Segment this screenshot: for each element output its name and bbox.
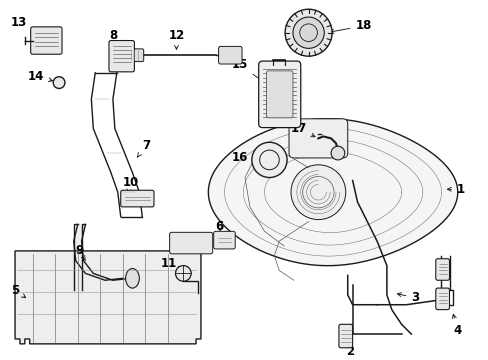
FancyBboxPatch shape — [218, 46, 242, 64]
Polygon shape — [208, 119, 457, 266]
FancyBboxPatch shape — [213, 231, 235, 249]
FancyBboxPatch shape — [435, 288, 448, 310]
Circle shape — [285, 9, 331, 56]
FancyBboxPatch shape — [169, 232, 212, 254]
Text: 1: 1 — [447, 183, 464, 196]
Text: 11: 11 — [160, 257, 182, 270]
Text: 5: 5 — [11, 284, 25, 298]
Circle shape — [290, 165, 345, 220]
Text: 17: 17 — [290, 122, 314, 137]
Text: 7: 7 — [137, 139, 150, 157]
Ellipse shape — [125, 269, 139, 288]
Text: 3: 3 — [397, 291, 419, 304]
Text: 4: 4 — [451, 314, 461, 337]
FancyBboxPatch shape — [258, 61, 300, 127]
FancyBboxPatch shape — [127, 49, 143, 62]
Text: 2: 2 — [345, 342, 353, 358]
Text: 10: 10 — [122, 176, 139, 193]
Text: 12: 12 — [168, 29, 184, 49]
Text: 16: 16 — [231, 152, 261, 165]
FancyBboxPatch shape — [266, 71, 292, 118]
FancyBboxPatch shape — [121, 190, 154, 207]
Text: 18: 18 — [329, 19, 371, 33]
Polygon shape — [74, 225, 130, 280]
Circle shape — [53, 77, 65, 89]
Text: 13: 13 — [11, 17, 38, 36]
Text: 6: 6 — [215, 220, 224, 233]
FancyBboxPatch shape — [435, 259, 448, 280]
Circle shape — [292, 17, 324, 48]
Text: 9: 9 — [76, 244, 85, 260]
Text: 8: 8 — [108, 29, 117, 45]
Text: 14: 14 — [28, 70, 52, 83]
FancyBboxPatch shape — [109, 41, 134, 72]
Circle shape — [175, 266, 191, 281]
Polygon shape — [15, 246, 201, 344]
FancyBboxPatch shape — [338, 324, 352, 348]
FancyBboxPatch shape — [31, 27, 62, 54]
FancyBboxPatch shape — [288, 119, 347, 158]
Circle shape — [330, 146, 344, 160]
Text: 15: 15 — [231, 58, 264, 82]
Circle shape — [251, 142, 286, 177]
